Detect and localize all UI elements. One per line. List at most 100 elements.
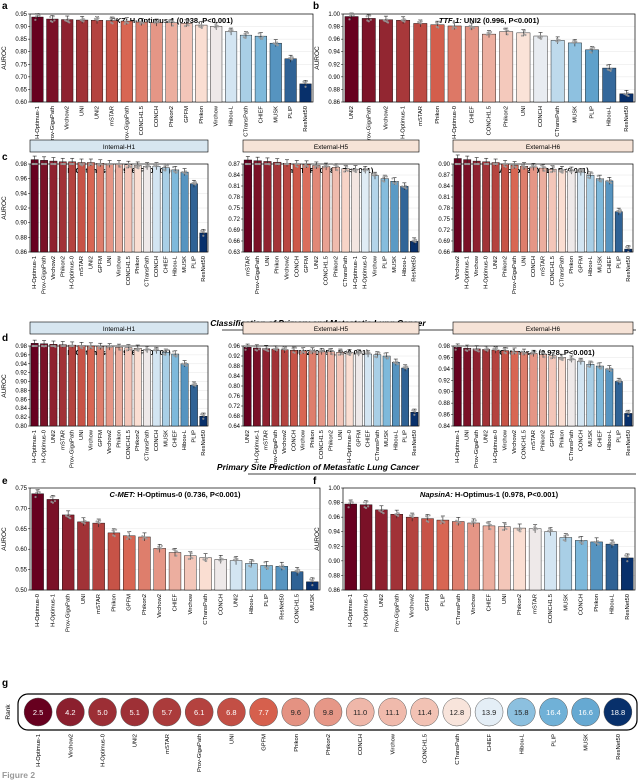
x-tick-label: UNI [522,256,528,266]
fold-point [504,165,507,168]
bar-virchow2 [405,516,419,591]
fold-point [455,345,458,348]
fold-point [454,26,458,30]
bar-uni [76,19,89,103]
fold-point [183,25,187,28]
bar-gpfm [123,535,136,591]
rank-model-label: H-Optimus-0 [101,734,107,767]
fold-point [561,358,564,362]
fold-point [336,165,340,168]
bar-ctranspath [199,557,212,591]
bar-h-optimus-1 [253,347,261,427]
x-tick-label: UNI [338,430,344,440]
fold-point [436,22,439,25]
bar-conch [150,22,163,103]
bar-virchow2 [379,19,393,103]
x-tick-label: GPFM [550,430,556,447]
x-tick-label: Phikon [117,430,123,448]
fold-point [466,349,469,352]
x-tick-label: Virchow [373,255,379,276]
rank-value: 2.5 [33,708,43,717]
bar-h-optimus-0 [359,504,373,591]
bar-h-optimus-1 [31,16,44,103]
fold-point [588,177,591,180]
y-tick-label: 0.86 [438,413,450,419]
bar-musk [559,537,573,591]
x-tick-label: Prov-GigaPath [474,430,480,468]
fold-point [81,347,84,350]
fold-point [369,14,372,17]
fold-point [267,565,270,568]
fold-point [164,169,167,172]
fold-point [32,344,35,348]
fold-point [477,162,480,166]
fold-point [519,530,522,533]
fold-point [139,23,142,26]
x-tick-label: Prov-GigaPath [273,430,279,468]
x-tick-label: mSTAR [96,594,102,614]
fold-point [322,350,325,353]
y-tick-label: 0.95 [15,12,27,18]
fold-point [572,358,575,361]
y-tick-label: 0.94 [15,191,27,197]
fold-point [276,347,279,350]
fold-point [266,347,269,350]
fold-point [566,533,570,537]
fold-point [257,344,260,348]
rank-value: 9.8 [323,708,333,717]
x-tick-label: CONCH [154,106,160,127]
x-tick-label: UNI [465,430,471,440]
bar-virchow2 [105,346,114,427]
x-tick-label: UNI2 [234,594,240,607]
y-axis-label: AUROC [314,46,321,70]
fold-point [91,163,94,166]
fold-point [553,356,556,359]
rank-frame [17,693,638,731]
bar-hibou-l [605,368,614,427]
fold-point [127,531,130,534]
fold-point [303,166,306,169]
fold-point [626,560,629,563]
bar-phikon [430,24,445,103]
rank-value: 5.7 [162,708,172,717]
fold-point [52,15,55,18]
cohort-header-label: External-H5 [314,144,349,151]
fold-point [202,414,206,417]
x-tick-label: Phikon2 [169,106,175,127]
x-tick-label: CONCH1.5 [126,430,132,459]
panel-title: NapsinA: H-Optimus-1 (0.978, P<0.001) [420,490,559,499]
cohort-header-label: External-H5 [314,326,349,333]
fold-point [514,351,518,355]
fold-point [80,162,83,166]
fold-point [548,530,551,533]
figure-caption-label: Figure 2 [2,770,35,780]
bar-ctranspath [558,169,566,253]
fold-point [83,522,86,525]
x-tick-label: CHIEF [173,594,179,612]
panel-letter: e [2,476,8,487]
fold-point [588,365,591,368]
x-tick-label: mSTAR [541,256,547,276]
fold-point [375,173,378,176]
fold-point [439,522,442,525]
bar-ctranspath [567,358,576,427]
bar-prov-gigapath [472,348,481,427]
y-tick-label: 1.00 [328,486,340,492]
fold-point [558,39,561,42]
fold-point [109,345,113,348]
panel-g: g Rank 2.5 H-Optimus-1 4.2 Virchow2 5.0 H-Optim… [2,678,638,772]
bar-phikon2 [327,351,335,427]
x-tick-label: Phikon [199,106,205,124]
fold-point [236,557,239,561]
bar-ctranspath [452,521,465,591]
x-tick-label: UNI2 [484,430,490,443]
fold-point [217,25,220,28]
y-tick-label: 0.81 [438,195,450,201]
fold-point [562,356,565,360]
fold-point [610,369,613,372]
x-tick-label: MUSK [182,256,188,273]
fold-point [627,94,630,98]
y-tick-label: 0.96 [228,344,240,350]
fold-point [248,560,252,563]
